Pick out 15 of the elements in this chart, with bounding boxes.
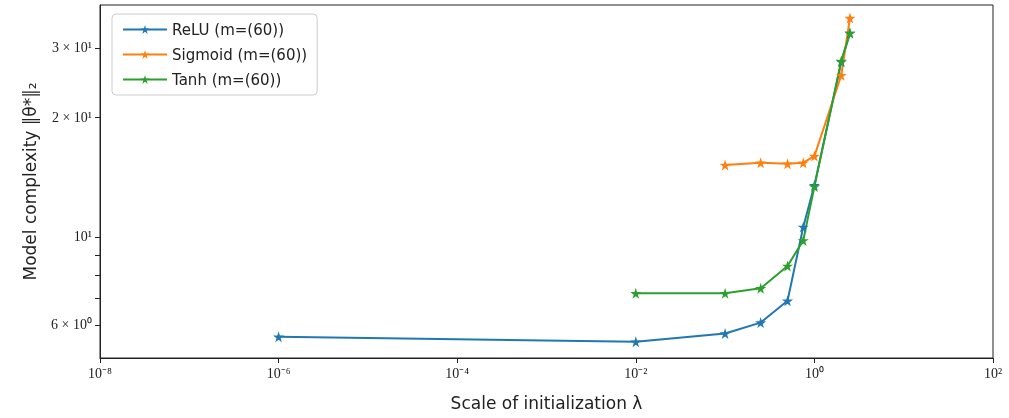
x-tick-label: 10⁰ [804, 365, 824, 381]
legend-label: Tanh (m=(60)) [171, 70, 282, 89]
y-axis-title: Model complexity ‖θ*‖₂ [19, 82, 40, 281]
y-tick-label: 6 × 10⁰ [51, 317, 92, 333]
x-tick-label: 10² [983, 365, 1003, 381]
legend-label: Sigmoid (m=(60)) [172, 45, 308, 64]
y-tick-label: 2 × 10¹ [51, 110, 92, 126]
y-tick-label: 3 × 10¹ [51, 40, 92, 56]
x-tick-label: 10⁻² [624, 365, 648, 381]
x-tick-label: 10⁻⁶ [266, 365, 291, 381]
x-axis-title: Scale of initialization λ [450, 392, 643, 413]
y-tick-label: 10¹ [73, 229, 92, 245]
x-tick-label: 10⁻⁴ [445, 365, 470, 381]
x-tick-label: 10⁻⁸ [88, 365, 113, 381]
legend-label: ReLU (m=(60)) [172, 20, 285, 39]
